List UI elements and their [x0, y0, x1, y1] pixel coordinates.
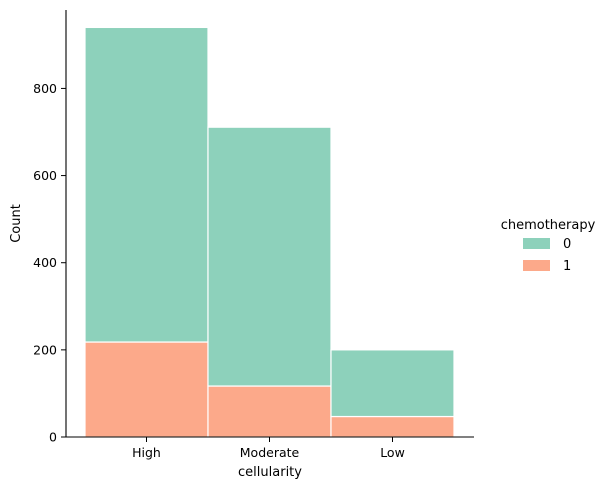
bar-high-series-0 [84, 26, 209, 343]
y-ticks-group: 0 200 400 600 800 [33, 81, 66, 445]
legend-swatch-1 [523, 260, 550, 271]
legend-title: chemotherapy [501, 218, 596, 233]
x-tick-label-high: High [132, 445, 161, 460]
x-ticks-group: High Moderate Low [132, 437, 405, 460]
y-tick-label-800: 800 [33, 81, 57, 96]
y-axis-label: Count [9, 204, 24, 243]
y-tick-label-600: 600 [33, 168, 57, 183]
x-tick-label-low: Low [380, 445, 405, 460]
bars-group [84, 26, 455, 438]
bar-high-series-1 [84, 341, 209, 438]
legend-label-1: 1 [563, 259, 571, 274]
bar-low-series-0 [330, 349, 455, 418]
y-tick-label-200: 200 [33, 342, 57, 357]
y-tick-label-0: 0 [49, 430, 57, 445]
y-tick-label-400: 400 [33, 255, 57, 270]
x-tick-label-moderate: Moderate [240, 445, 300, 460]
bar-moderate-series-1 [207, 385, 332, 438]
legend-swatch-0 [523, 238, 550, 249]
legend-label-0: 0 [563, 237, 571, 252]
bar-moderate-series-0 [207, 126, 332, 387]
legend: chemotherapy 0 1 [501, 218, 596, 274]
bar-low-series-1 [330, 415, 455, 438]
x-axis-label: cellularity [238, 465, 302, 480]
